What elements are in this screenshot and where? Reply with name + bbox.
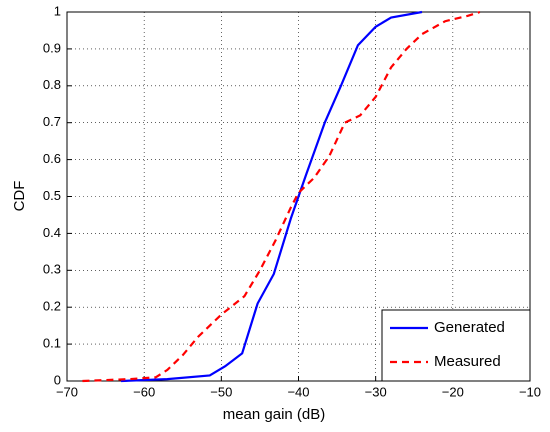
- x-tick-label: −10: [519, 384, 541, 399]
- x-tick-label: −50: [210, 384, 232, 399]
- y-tick-label: 0.3: [43, 262, 61, 277]
- legend-label: Measured: [434, 353, 501, 370]
- x-tick-label: −30: [365, 384, 387, 399]
- x-tick-label: −70: [56, 384, 78, 399]
- plot-frame: [66, 11, 531, 382]
- x-tick-label: −40: [287, 384, 309, 399]
- y-tick-label: 0.1: [43, 336, 61, 351]
- y-tick-label: 0.4: [43, 225, 61, 240]
- x-axis-label: mean gain (dB): [223, 406, 326, 423]
- legend-label: Generated: [434, 319, 505, 336]
- data-line: [120, 10, 423, 383]
- y-tick-label: 0: [54, 372, 61, 387]
- y-tick-label: 1: [54, 3, 61, 18]
- x-tick-label: −20: [442, 384, 464, 399]
- y-tick-label: 0.2: [43, 299, 61, 314]
- x-tick-label: −60: [133, 384, 155, 399]
- y-tick-label: 0.5: [43, 188, 61, 203]
- data-line: [82, 10, 481, 383]
- y-tick-label: 0.9: [43, 40, 61, 55]
- legend-box: [381, 309, 531, 382]
- y-axis-label: CDF: [11, 181, 28, 212]
- y-tick-label: 0.6: [43, 151, 61, 166]
- y-tick-label: 0.7: [43, 114, 61, 129]
- y-tick-label: 0.8: [43, 77, 61, 92]
